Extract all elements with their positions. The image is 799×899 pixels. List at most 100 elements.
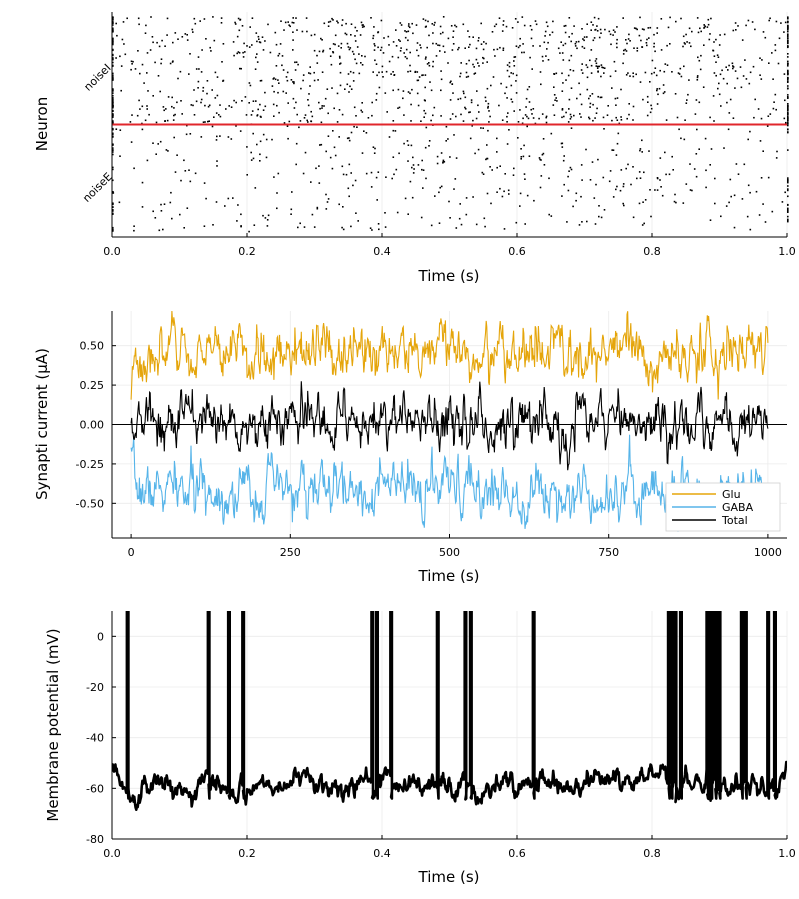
spike-noiseI-43-7-0 (735, 29, 737, 31)
legend-label-gaba: GABA (722, 501, 754, 514)
spike-noiseI-9-2-1 (272, 103, 275, 106)
spike-noiseI-11-5-1 (375, 99, 378, 101)
spike-noiseI-3-2-1 (367, 117, 370, 119)
spike-noiseE-29-1-1 (625, 167, 627, 170)
spike-noiseI-20-5-0 (206, 80, 209, 82)
spike-noiseE-8-1-0 (240, 213, 242, 216)
spike-noiseE-28-2-2 (705, 169, 707, 172)
spike-noiseE-16-2-2 (472, 196, 474, 198)
membrane-ytick-3: -60 (86, 782, 104, 795)
spike-noiseI-3-3-1 (371, 114, 373, 117)
spike-noiseI-38-1-0 (577, 40, 580, 43)
spike-noiseI-29-3-0 (388, 60, 391, 63)
spike-noiseI-34-7-1 (416, 49, 418, 52)
spike-noiseI-23-1-0 (393, 74, 396, 76)
spike-noiseI-30-3-2 (112, 57, 114, 59)
spike-noiseE-42-1-0 (271, 138, 273, 141)
spike-noiseI-19-0-1 (292, 81, 294, 83)
spike-noiseI-24-5-0 (749, 71, 752, 74)
spike-noiseE-41-0-2 (403, 142, 405, 145)
spike-noiseE-35-0-0 (541, 153, 544, 156)
spike-noiseI-40-5-2 (468, 36, 471, 38)
spike-noiseI-14-3-1 (452, 92, 454, 94)
spike-noiseI-34-7-2 (405, 48, 408, 51)
spike-noiseI-13-1-0 (216, 94, 219, 97)
spike-noiseI-21-0-1 (696, 76, 699, 79)
spike-noiseE-34-1-1 (671, 155, 673, 158)
spike-noiseI-19-2-1 (787, 81, 789, 83)
spike-noiseE-30-1-1 (489, 166, 491, 168)
spike-noiseI-33-2-0 (237, 51, 240, 53)
spike-noiseE-37-1-0 (112, 151, 114, 153)
spike-noiseI-15-5-1 (476, 90, 478, 92)
spike-noiseI-36-5-1 (388, 44, 390, 46)
spike-noiseI-1-0-1 (665, 119, 668, 121)
spike-noiseI-49-9-2 (593, 16, 596, 19)
spike-noiseE-27-3-1 (174, 171, 177, 173)
spike-noiseE-7-2-1 (262, 214, 264, 217)
spike-noiseI-7-8-1 (650, 107, 653, 110)
spike-noiseI-31-0-0 (197, 56, 200, 58)
spike-noiseE-11-1-1 (519, 205, 521, 207)
spike-noiseE-28-0-2 (184, 170, 187, 172)
spike-noiseI-46-0-2 (138, 23, 140, 26)
spike-noiseI-40-1-0 (787, 35, 789, 38)
spike-noiseI-8-0-1 (498, 104, 500, 107)
spike-noiseE-6-2-1 (632, 216, 635, 219)
spike-noiseE-25-1-2 (767, 176, 770, 179)
spike-noiseI-36-9-1 (251, 44, 253, 46)
spike-noiseI-33-1-2 (269, 51, 272, 54)
spike-noiseI-24-11-2 (286, 71, 289, 74)
spike-noiseI-14-0-2 (416, 92, 419, 95)
spike-noiseE-18-4-1 (112, 192, 115, 194)
spike-noiseI-42-5-0 (600, 32, 602, 34)
spike-noiseI-28-4-2 (777, 62, 780, 65)
spike-noiseE-21-2-1 (787, 185, 789, 187)
spike-noiseI-43-7-1 (700, 30, 702, 33)
raster-xtick-1: 0.2 (238, 245, 256, 258)
spike-noiseI-7-2-1 (165, 108, 167, 110)
spike-noiseE-27-2-2 (643, 171, 645, 174)
spike-noiseI-1-2-1 (567, 121, 570, 123)
membrane-xlabel: Time (s) (418, 868, 480, 886)
spike-noiseI-29-1-1 (130, 60, 133, 63)
spike-noiseE-7-2-0 (311, 213, 314, 216)
spike-noiseI-29-3-2 (374, 59, 376, 62)
spike-noiseI-1-7-1 (517, 121, 520, 123)
spike-noiseE-21-1-2 (352, 184, 354, 187)
spike-noiseI-25-0-2 (240, 67, 242, 70)
spike-noiseI-24-11-0 (416, 71, 419, 73)
spike-noiseI-27-5-2 (330, 63, 333, 66)
spike-noiseI-29-6-1 (513, 60, 515, 62)
spike-noiseI-49-11-2 (112, 16, 114, 19)
spike-noiseE-3-1-0 (460, 223, 463, 226)
spike-noiseE-42-3-2 (641, 139, 643, 142)
spike-noiseI-48-2-2 (380, 19, 383, 22)
spike-noiseI-12-3-0 (464, 96, 467, 99)
spike-noiseI-33-3-1 (318, 50, 321, 53)
spike-noiseE-23-2-2 (180, 179, 182, 182)
spike-noiseI-21-0-0 (586, 76, 589, 79)
spike-noiseE-15-1-0 (593, 197, 596, 199)
spike-noiseI-45-11-0 (373, 26, 375, 28)
spike-noiseI-33-4-0 (561, 52, 564, 54)
spike-noiseI-40-0-2 (598, 36, 601, 39)
spike-noiseI-34-8-1 (451, 49, 454, 51)
spike-noiseI-4-9-2 (218, 114, 220, 116)
membrane-series (112, 611, 787, 812)
spike-noiseI-27-3-1 (297, 63, 299, 66)
spike-noiseI-41-5-1 (334, 34, 337, 37)
spike-noiseI-14-0-1 (375, 92, 378, 95)
spike-noiseI-19-4-1 (248, 82, 251, 84)
spike-noiseI-2-3-1 (620, 119, 623, 121)
spike-noiseE-11-1-2 (725, 205, 728, 207)
spike-noiseI-31-6-0 (787, 56, 789, 58)
spike-noiseI-25-1-2 (198, 68, 200, 70)
spike-noiseE-41-0-1 (560, 142, 563, 145)
spike-noiseE-16-3-0 (501, 195, 504, 198)
spike-noiseE-39-0-0 (372, 146, 375, 148)
spike-noiseI-4-8-1 (245, 114, 248, 116)
spike-noiseE-29-0-2 (112, 168, 114, 171)
spike-noiseI-2-0-0 (532, 117, 535, 119)
spike-noiseE-21-1-1 (440, 185, 443, 188)
